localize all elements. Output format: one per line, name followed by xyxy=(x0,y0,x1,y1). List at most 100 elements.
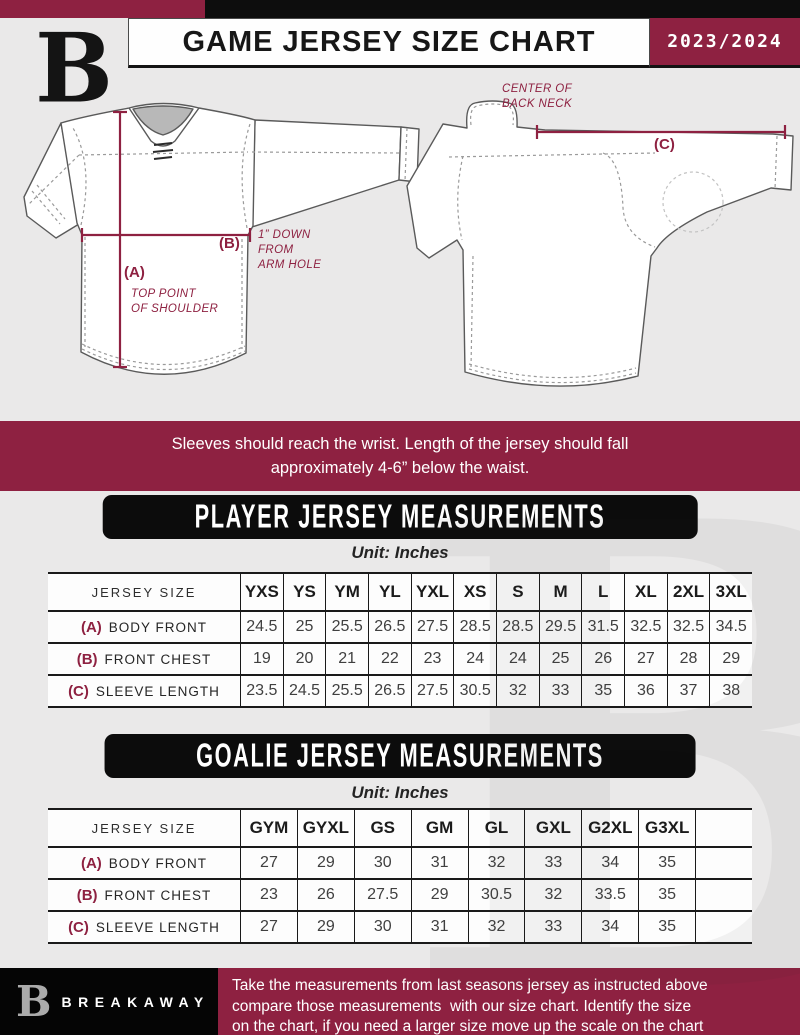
measurement-cell xyxy=(695,848,752,878)
measurement-cell: 29 xyxy=(296,912,354,942)
measurement-cell: 24.5 xyxy=(282,676,326,706)
measurement-cell: 25 xyxy=(538,644,582,674)
measurement-cell xyxy=(695,912,752,942)
measurement-cell: 21 xyxy=(325,644,368,674)
measurement-cell: 36 xyxy=(624,676,667,706)
back-jersey-diagram xyxy=(406,100,794,387)
measurement-cell: 35 xyxy=(581,676,624,706)
size-column-header: YXL xyxy=(410,574,454,610)
measure-b-key: (B) xyxy=(219,235,240,252)
measurement-cell: 25.5 xyxy=(325,612,368,642)
back-neck-caption: CENTER OF BACK NECK xyxy=(502,83,573,110)
measurement-cell: 32 xyxy=(467,848,525,878)
player-section-title-text: PLAYER JERSEY MEASUREMENTS xyxy=(194,498,606,535)
measurement-cell: 25.5 xyxy=(325,676,368,706)
measurement-row: (A) BODY FRONT 24.5 25 25.5 26.5 27.5 28.5 28.5 2… xyxy=(48,612,752,644)
measurement-cell: 33.5 xyxy=(581,880,638,910)
measurement-cell: 33 xyxy=(538,676,582,706)
measurement-cell: 30.5 xyxy=(453,676,496,706)
row-key: (B) xyxy=(76,650,98,668)
measurement-cell: 32.5 xyxy=(624,612,667,642)
size-column-header: YS xyxy=(282,574,326,610)
size-column-header: GYM xyxy=(240,810,297,846)
measurement-row: (B) FRONT CHEST 23 26 27.5 29 30.5 32 33.5 35 xyxy=(48,880,752,912)
measurement-row: (B) FRONT CHEST 19 20 21 22 23 24 24 25 26 27 28 29 xyxy=(48,644,752,676)
measurement-cell: 27.5 xyxy=(410,676,454,706)
measurement-cell: 33 xyxy=(524,848,581,878)
row-header: (C) SLEEVE LENGTH xyxy=(48,912,240,942)
goalie-section-title: GOALIE JERSEY MEASUREMENTS xyxy=(104,734,696,778)
measurement-cell: 31 xyxy=(410,848,468,878)
size-column-header: S xyxy=(496,574,539,610)
top-strip-maroon xyxy=(0,0,205,18)
measurement-cell: 30 xyxy=(353,848,411,878)
row-key: (C) xyxy=(68,918,89,936)
measurement-cell: 33 xyxy=(524,912,581,942)
size-column-header xyxy=(695,810,752,846)
measurement-cell: 20 xyxy=(282,644,326,674)
table-header-row: JERSEY SIZE YXS YS YM YL YXL XS S M L XL 2XL 3XL xyxy=(48,574,752,612)
size-column-header: GL xyxy=(467,810,525,846)
row-header: (C) SLEEVE LENGTH xyxy=(48,676,240,706)
table-corner-label: JERSEY SIZE xyxy=(91,820,197,836)
title-box: GAME JERSEY SIZE CHART xyxy=(128,18,650,68)
size-column-header: XL xyxy=(624,574,667,610)
measurement-cell: 29.5 xyxy=(538,612,582,642)
player-section-title: PLAYER JERSEY MEASUREMENTS xyxy=(102,495,698,539)
footer-note-line-1: Take the measurements from last seasons … xyxy=(232,977,708,994)
footer: B BREAKAWAY Take the measurements from l… xyxy=(0,968,800,1035)
measurement-cell: 28 xyxy=(666,644,710,674)
measurement-cell: 30 xyxy=(353,912,411,942)
banner-line-1: Sleeves should reach the wrist. Length o… xyxy=(171,435,629,453)
player-unit-label: Unit: Inches xyxy=(351,543,449,562)
size-column-header: GYXL xyxy=(296,810,354,846)
row-key: (A) xyxy=(80,854,102,872)
size-column-header: GM xyxy=(410,810,468,846)
size-column-header: YXS xyxy=(240,574,283,610)
size-column-header: G3XL xyxy=(638,810,695,846)
footer-note-line-3: on the chart, if you need a larger size … xyxy=(232,1018,704,1035)
measurement-cell: 24 xyxy=(496,644,539,674)
measurement-cell: 29 xyxy=(709,644,752,674)
goalie-unit-label: Unit: Inches xyxy=(351,783,449,802)
footer-note: Take the measurements from last seasons … xyxy=(218,968,800,1035)
top-accent-strip xyxy=(0,0,800,18)
measurement-cell: 27 xyxy=(624,644,667,674)
top-strip-black xyxy=(205,0,800,18)
measurement-row: (C) SLEEVE LENGTH 23.5 24.5 25.5 26.5 27.5 30.5… xyxy=(48,676,752,708)
measurement-cell: 35 xyxy=(638,880,695,910)
measurement-cell: 23 xyxy=(240,880,297,910)
row-header: (B) FRONT CHEST xyxy=(48,644,240,674)
size-column-header: GS xyxy=(353,810,411,846)
measure-a-caption: TOP POINT OF SHOULDER xyxy=(131,288,219,315)
measurement-cell xyxy=(695,880,752,910)
measurement-cell: 26.5 xyxy=(368,612,411,642)
goalie-section-title-text: GOALIE JERSEY MEASUREMENTS xyxy=(196,737,604,774)
measurement-cell: 27.5 xyxy=(353,880,411,910)
footer-brand-block: B BREAKAWAY xyxy=(0,968,218,1035)
footer-brand-name: BREAKAWAY xyxy=(61,993,210,1010)
measurement-cell: 34 xyxy=(581,848,638,878)
measurement-cell: 27 xyxy=(240,848,297,878)
size-column-header: YM xyxy=(325,574,368,610)
row-key: (A) xyxy=(80,618,102,636)
size-column-header: YL xyxy=(368,574,411,610)
goalie-measurements-table: JERSEY SIZE GYM GYXL GS GM GL GXL G2XL G3XL (A) BO… xyxy=(48,808,752,944)
measurement-cell: 32 xyxy=(467,912,525,942)
season-badge: 2023/2024 xyxy=(650,18,800,68)
measurement-cell: 37 xyxy=(666,676,710,706)
row-header: (A) BODY FRONT xyxy=(48,612,240,642)
measurement-cell: 19 xyxy=(240,644,283,674)
measurement-cell: 35 xyxy=(638,848,695,878)
measurement-cell: 28.5 xyxy=(496,612,539,642)
measurement-cell: 26 xyxy=(296,880,354,910)
row-label: BODY FRONT xyxy=(108,855,208,871)
measurement-cell: 32 xyxy=(496,676,539,706)
size-column-header: 3XL xyxy=(709,574,752,610)
row-label: BODY FRONT xyxy=(108,619,208,635)
size-column-header: L xyxy=(581,574,624,610)
size-column-header: G2XL xyxy=(581,810,638,846)
measurement-cell: 22 xyxy=(368,644,411,674)
measurement-cell: 23.5 xyxy=(240,676,283,706)
measurement-row: (C) SLEEVE LENGTH 27 29 30 31 32 33 34 35 xyxy=(48,912,752,944)
